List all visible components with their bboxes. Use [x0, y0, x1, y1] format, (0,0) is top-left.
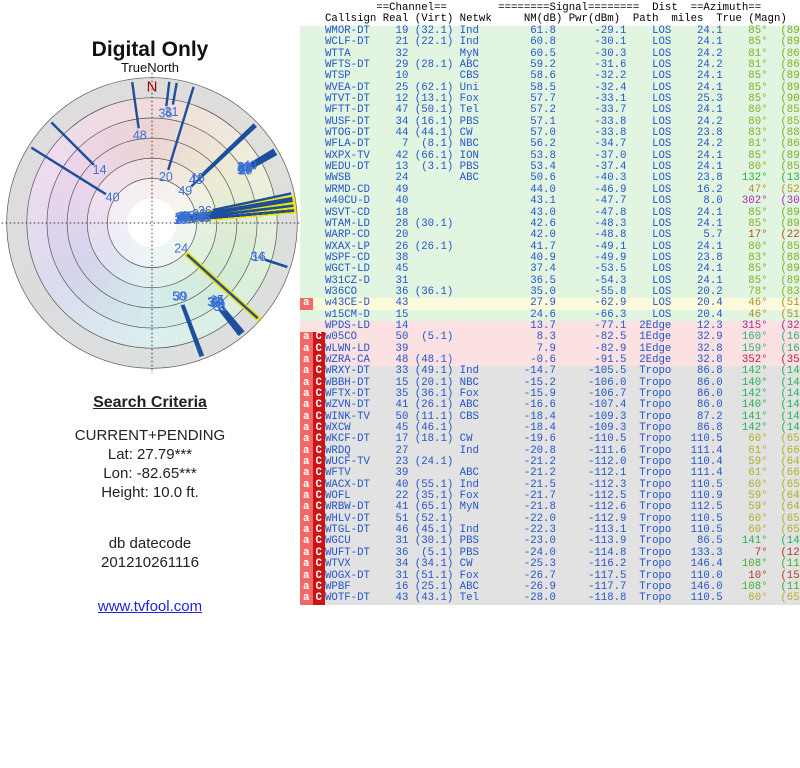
svg-text:N: N	[146, 79, 157, 96]
svg-text:36: 36	[198, 204, 212, 218]
svg-text:15: 15	[191, 171, 205, 185]
svg-text:39: 39	[173, 290, 187, 304]
svg-text:43: 43	[243, 159, 257, 173]
svg-text:16: 16	[252, 250, 266, 264]
svg-text:20: 20	[159, 170, 173, 184]
svg-text:24: 24	[174, 242, 188, 256]
svg-text:14: 14	[92, 163, 106, 177]
svg-text:31: 31	[164, 105, 178, 119]
svg-text:48: 48	[132, 129, 146, 143]
svg-text:31: 31	[213, 300, 227, 314]
svg-text:40: 40	[105, 191, 119, 205]
